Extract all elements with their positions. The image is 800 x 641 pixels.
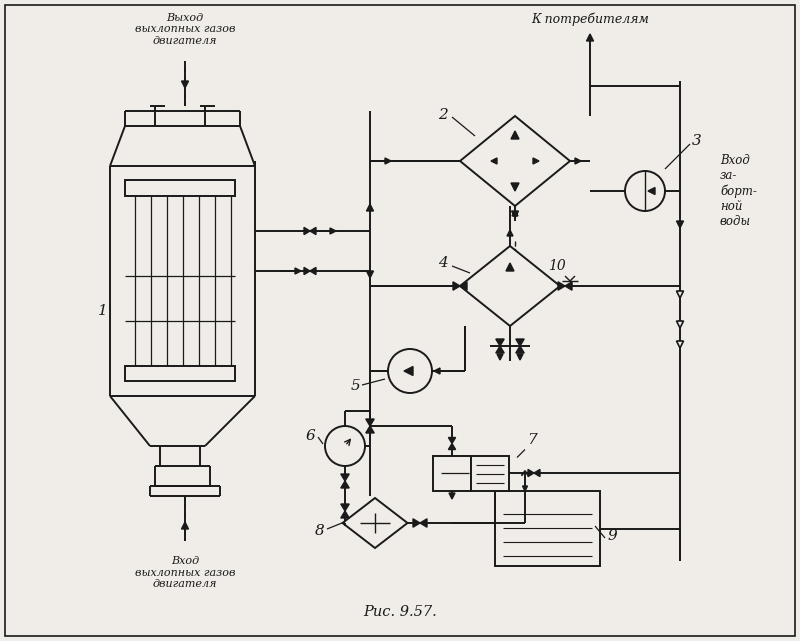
Polygon shape	[491, 158, 497, 164]
Polygon shape	[449, 438, 456, 444]
Polygon shape	[522, 486, 527, 491]
Polygon shape	[497, 354, 503, 360]
Polygon shape	[420, 519, 427, 527]
Polygon shape	[496, 339, 504, 346]
Text: 6: 6	[306, 429, 315, 443]
Polygon shape	[182, 522, 189, 529]
Polygon shape	[366, 419, 374, 426]
Polygon shape	[496, 346, 504, 353]
Polygon shape	[677, 291, 683, 298]
Polygon shape	[366, 426, 374, 433]
Polygon shape	[341, 504, 350, 511]
Polygon shape	[330, 228, 336, 234]
Polygon shape	[534, 469, 540, 477]
Polygon shape	[182, 81, 189, 88]
Polygon shape	[507, 230, 513, 236]
Bar	[495, 491, 600, 566]
Polygon shape	[385, 158, 391, 164]
Polygon shape	[366, 204, 374, 211]
Bar	[125, 180, 235, 196]
Text: 2: 2	[438, 108, 448, 122]
Text: 8: 8	[315, 524, 325, 538]
Polygon shape	[460, 282, 467, 290]
Polygon shape	[404, 367, 413, 376]
Polygon shape	[341, 481, 350, 488]
Polygon shape	[511, 183, 519, 191]
Polygon shape	[677, 321, 683, 328]
Text: Вход
за-
борт-
ной
воды: Вход за- борт- ной воды	[720, 154, 757, 228]
Text: 4: 4	[438, 256, 448, 270]
Polygon shape	[528, 469, 534, 477]
Polygon shape	[413, 519, 420, 527]
Text: 9: 9	[608, 529, 618, 543]
Text: Вход
выхлопных газов
двигателя: Вход выхлопных газов двигателя	[134, 556, 235, 589]
Polygon shape	[304, 267, 310, 274]
Circle shape	[625, 171, 665, 211]
Polygon shape	[511, 131, 519, 139]
Polygon shape	[586, 34, 594, 41]
Polygon shape	[516, 339, 524, 346]
Polygon shape	[648, 188, 655, 194]
Polygon shape	[516, 346, 524, 353]
Text: 3: 3	[692, 134, 702, 148]
Polygon shape	[677, 221, 683, 228]
Bar	[433, 456, 471, 490]
Polygon shape	[366, 271, 374, 278]
Polygon shape	[512, 210, 518, 216]
Bar	[125, 366, 235, 381]
Polygon shape	[460, 116, 570, 206]
Text: К потребителям: К потребителям	[531, 13, 649, 26]
Polygon shape	[449, 444, 456, 449]
Polygon shape	[341, 474, 350, 481]
Text: 7: 7	[527, 433, 537, 447]
Polygon shape	[304, 228, 310, 235]
Polygon shape	[506, 263, 514, 271]
Polygon shape	[565, 282, 572, 290]
Polygon shape	[511, 211, 518, 218]
Polygon shape	[449, 493, 455, 499]
Circle shape	[325, 426, 365, 466]
Text: 1: 1	[98, 304, 108, 318]
Polygon shape	[341, 511, 350, 518]
Polygon shape	[533, 158, 539, 164]
Polygon shape	[677, 341, 683, 348]
Polygon shape	[517, 354, 523, 360]
Polygon shape	[434, 368, 440, 374]
Polygon shape	[342, 498, 407, 548]
Polygon shape	[460, 246, 560, 326]
Text: 10: 10	[548, 259, 566, 273]
Polygon shape	[295, 268, 301, 274]
Bar	[471, 456, 509, 490]
Text: Выход
выхлопных газов
двигателя: Выход выхлопных газов двигателя	[134, 13, 235, 46]
Polygon shape	[310, 228, 316, 235]
Text: 5: 5	[350, 379, 360, 393]
Text: Рис. 9.57.: Рис. 9.57.	[363, 605, 437, 619]
Polygon shape	[453, 282, 460, 290]
Circle shape	[388, 349, 432, 393]
Polygon shape	[310, 267, 316, 274]
Polygon shape	[558, 282, 565, 290]
Polygon shape	[575, 158, 581, 164]
